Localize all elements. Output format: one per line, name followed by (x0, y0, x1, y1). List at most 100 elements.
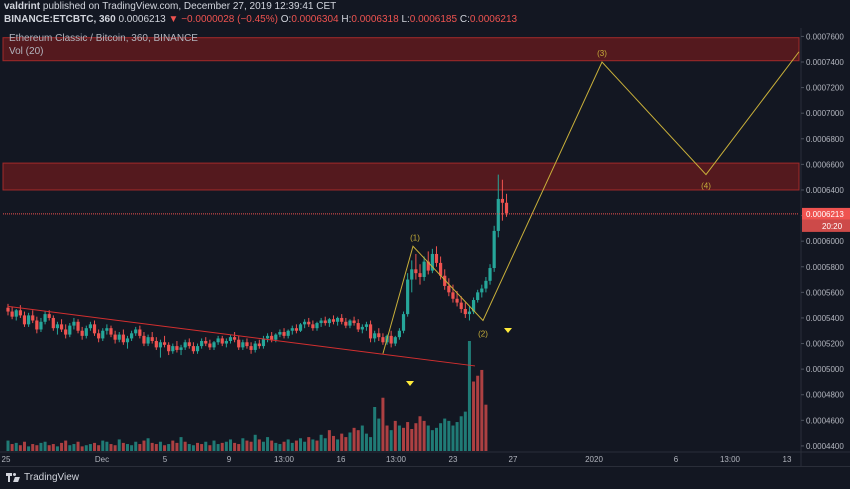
volume-bar (163, 445, 167, 451)
candle-body (204, 340, 208, 344)
tradingview-brand[interactable]: TradingView (6, 472, 79, 483)
open-label: O: (280, 14, 292, 25)
volume-bar (393, 420, 397, 451)
volume-bar (76, 441, 80, 451)
candle-body (315, 323, 319, 329)
candle-body (208, 343, 212, 348)
candle-body (167, 344, 171, 352)
published-text: published on TradingView.com, December 2… (42, 1, 337, 12)
series-legend[interactable]: Ethereum Classic / Bitcoin, 360, BINANCE (9, 33, 198, 44)
volume-bar (397, 425, 401, 451)
volume-bar (237, 444, 241, 451)
volume-bar (323, 438, 327, 451)
close-label: C: (459, 14, 470, 25)
volume-bar (167, 444, 171, 451)
descending-trendline (7, 305, 476, 367)
volume-bar (220, 442, 224, 451)
volume-bar (47, 445, 51, 451)
candle-body (504, 202, 509, 214)
volume-bar (22, 441, 26, 451)
candle-body (191, 346, 195, 352)
candle-body (459, 302, 463, 309)
x-tick-label: 13:00 (386, 455, 407, 464)
wave-label: (3) (597, 49, 607, 58)
volume-bar (179, 437, 183, 451)
candle-body (476, 292, 480, 301)
last-price: 0.0006213 (118, 14, 166, 25)
candle-body (463, 308, 467, 315)
volume-bar (27, 446, 31, 451)
volume-bar (187, 444, 191, 451)
candle-body (422, 261, 426, 277)
volume-bar (303, 441, 307, 451)
candle-body (484, 280, 488, 289)
volume-bar (307, 437, 311, 451)
volume-legend[interactable]: Vol (20) (9, 46, 44, 57)
wave-label: (1) (410, 233, 420, 242)
y-tick-label: 0.0005800 (806, 263, 844, 272)
volume-bar (134, 441, 138, 451)
candle-body (43, 314, 47, 322)
candle-body (360, 326, 364, 330)
candle-body (212, 342, 216, 348)
candle-body (443, 275, 447, 286)
candle-body (35, 320, 39, 330)
volume-bar (125, 444, 129, 451)
volume-bar (18, 445, 22, 451)
x-tick-label: Dec (95, 455, 109, 464)
candle-body (434, 253, 439, 263)
candle-body (101, 330, 105, 339)
volume-bar (360, 425, 364, 451)
candle-body (492, 230, 496, 269)
volume-bar (484, 404, 488, 451)
author-name[interactable]: valdrint (4, 1, 41, 12)
candle-body (105, 328, 109, 331)
candle-body (14, 310, 18, 317)
volume-bar (43, 441, 47, 451)
candle-body (233, 337, 237, 340)
volume-bar (426, 425, 430, 451)
volume-bar (472, 381, 476, 451)
signal-marker-icon (504, 328, 512, 333)
candle-body (410, 269, 414, 280)
volume-bar (158, 441, 162, 451)
candle-body (381, 337, 385, 343)
candle-body (92, 324, 97, 334)
x-tick-label: 13:00 (274, 455, 295, 464)
candle-body (451, 292, 455, 299)
volume-bar (175, 442, 179, 451)
candle-body (257, 343, 261, 347)
volume-bar (274, 442, 278, 451)
y-tick-label: 0.0006000 (806, 237, 844, 246)
volume-bar (88, 444, 92, 451)
volume-bar (377, 418, 381, 451)
volume-bar (381, 397, 385, 451)
volume-bar (228, 439, 232, 451)
candle-body (68, 325, 72, 335)
candle-body (88, 324, 92, 329)
volume-bar (480, 369, 484, 451)
chart-area[interactable]: (1) (2) (3) (4) 0.0007600 0.0007400 0.0007200 0… (0, 28, 850, 466)
volume-bar (340, 433, 344, 451)
volume-bar (290, 442, 294, 451)
candle-body (237, 339, 241, 348)
volume-bar (253, 434, 257, 451)
candle-body (373, 333, 377, 339)
publish-info: valdrint published on TradingView.com, D… (4, 1, 336, 12)
candle-body (113, 334, 117, 340)
candle-body (298, 324, 303, 331)
candle-body (406, 279, 410, 315)
volume-bar (299, 438, 303, 451)
candle-body (109, 328, 113, 335)
volume-bar (212, 440, 216, 451)
volume-bar (138, 444, 142, 451)
volume-bar (356, 430, 360, 451)
candle-body (282, 332, 286, 336)
price-chart[interactable]: (1) (2) (3) (4) 0.0007600 0.0007400 0.0007200 0… (0, 28, 850, 466)
candle-body (39, 321, 43, 330)
candle-body (447, 285, 451, 293)
high-label: H: (341, 14, 352, 25)
volume-bar (14, 442, 18, 451)
candle-body (455, 298, 459, 303)
countdown-tag (802, 219, 850, 232)
